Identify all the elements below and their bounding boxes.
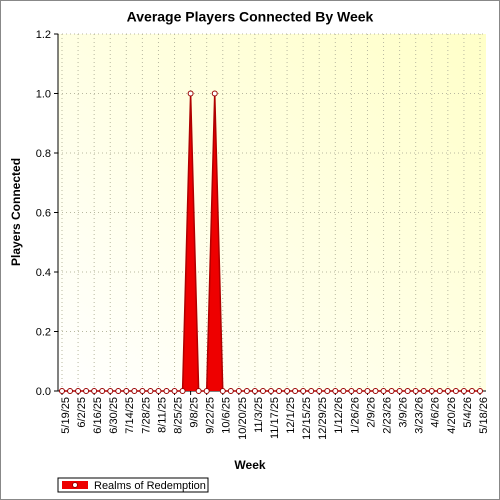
x-tick-label: 6/30/25	[108, 397, 120, 434]
point	[332, 388, 339, 394]
point	[436, 388, 443, 394]
point	[284, 388, 291, 394]
point	[356, 388, 363, 394]
x-tick-label: 9/8/25	[189, 397, 201, 428]
point	[107, 388, 114, 394]
chart-title: Average Players Connected By Week	[127, 9, 374, 25]
point	[268, 388, 274, 394]
point	[404, 388, 411, 394]
point	[340, 388, 347, 394]
y-tick-label: 1.0	[36, 88, 51, 100]
point	[131, 388, 138, 394]
x-tick-label: 5/4/26	[462, 397, 474, 428]
point	[452, 388, 459, 394]
point	[115, 388, 122, 394]
y-axis-title: Players Connected	[9, 158, 23, 266]
point	[308, 388, 315, 394]
y-tick-label: 0.6	[36, 207, 51, 219]
point	[316, 388, 323, 394]
point	[388, 388, 395, 394]
point	[219, 388, 226, 394]
x-tick-label: 12/15/25	[301, 397, 313, 440]
x-tick-label: 11/3/25	[253, 397, 265, 433]
x-tick-label: 10/20/25	[237, 397, 249, 440]
point	[155, 388, 162, 394]
point	[179, 388, 186, 394]
point	[123, 388, 130, 394]
x-tick-label: 4/6/26	[430, 397, 442, 428]
x-tick-label: 12/29/25	[317, 397, 329, 440]
x-tick-label: 8/11/25	[156, 397, 168, 433]
y-tick-label: 0.4	[36, 267, 51, 279]
point	[380, 388, 387, 394]
legend-box	[57, 477, 209, 493]
point	[59, 388, 65, 394]
point	[75, 388, 82, 394]
y-tick-label: 0.8	[36, 148, 51, 160]
y-tick-label: 0.2	[36, 326, 51, 338]
point	[211, 90, 218, 97]
point	[372, 388, 379, 394]
x-tick-label: 8/25/25	[172, 397, 184, 434]
x-tick-label: 7/14/25	[124, 397, 136, 434]
point	[420, 388, 427, 394]
x-tick-label: 7/28/25	[140, 397, 152, 434]
point	[91, 388, 98, 394]
point	[324, 388, 331, 394]
point	[251, 388, 258, 394]
x-tick-label: 2/9/26	[365, 397, 377, 428]
point	[468, 388, 475, 394]
legend: Realms of Redemption	[57, 477, 209, 493]
point	[171, 388, 178, 394]
point	[428, 388, 435, 394]
legend-label: Realms of Redemption	[94, 480, 206, 492]
x-tick-label: 3/23/26	[414, 397, 426, 434]
point	[364, 388, 371, 394]
x-tick-label: 9/22/25	[205, 397, 217, 434]
point	[187, 90, 194, 97]
point	[412, 388, 419, 394]
y-tick-label: 1.2	[36, 29, 51, 41]
point	[195, 388, 202, 394]
point	[292, 388, 299, 394]
x-tick-label: 11/17/25	[269, 397, 281, 439]
point	[147, 388, 154, 394]
point	[227, 388, 234, 394]
x-tick-label: 1/26/26	[349, 397, 361, 434]
point	[203, 388, 210, 394]
point	[235, 388, 242, 394]
point	[444, 388, 451, 394]
point	[67, 388, 74, 394]
point	[99, 388, 106, 394]
x-tick-label: 4/20/26	[446, 397, 458, 434]
x-tick-label: 6/16/25	[92, 397, 104, 434]
x-tick-label: 6/2/25	[76, 397, 88, 428]
x-tick-label: 5/19/25	[60, 397, 72, 434]
x-axis-title: Week	[234, 458, 265, 472]
point	[300, 388, 307, 394]
point	[348, 388, 355, 394]
x-tick-label: 5/18/26	[478, 397, 490, 434]
point	[460, 388, 467, 394]
y-tick-label: 0.0	[36, 386, 51, 398]
point	[83, 388, 90, 394]
x-tick-label: 3/9/26	[398, 397, 410, 428]
point	[243, 388, 250, 394]
x-tick-label: 2/23/26	[381, 397, 393, 434]
point	[259, 388, 266, 394]
x-tick-label: 12/1/25	[285, 397, 297, 434]
point	[396, 388, 403, 394]
x-tick-label: 1/12/26	[333, 397, 345, 434]
x-tick-label: 10/6/25	[221, 397, 233, 434]
point	[139, 388, 146, 394]
point	[276, 388, 283, 394]
point	[163, 388, 170, 394]
legend-marker	[72, 482, 78, 488]
point	[477, 388, 483, 394]
